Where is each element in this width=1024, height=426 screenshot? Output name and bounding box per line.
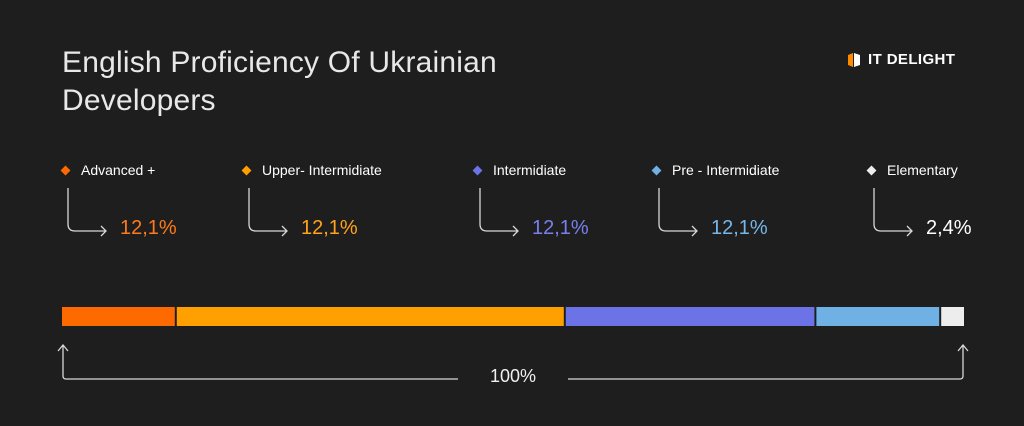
category-header: Intermidiate (472, 160, 654, 180)
category-label: Intermidiate (493, 162, 567, 178)
total-bracket (57, 343, 969, 380)
bar-segment-advanced-plus (62, 307, 175, 326)
category-label: Pre - Intermidiate (672, 162, 780, 178)
total-label: 100% (489, 366, 537, 386)
elbow-arrow-icon (479, 188, 519, 237)
category-label: Upper- Intermidiate (262, 162, 382, 178)
bar-segment-pre-intermediate (816, 307, 940, 326)
category-value: 12,1% (120, 217, 177, 239)
category-value: 12,1% (711, 217, 768, 239)
category-pre-intermediate: Pre - Intermidiate 12,1% (651, 160, 833, 250)
category-header: Elementary (866, 160, 1024, 180)
category-value: 2,4% (926, 217, 972, 239)
bar-segment-upper-intermediate (176, 307, 564, 326)
category-label: Advanced + (81, 162, 156, 178)
category-header: Pre - Intermidiate (651, 160, 833, 180)
category-elementary: Elementary 2,4% (866, 160, 1024, 250)
category-label: Elementary (887, 162, 958, 178)
bar-segment-elementary (941, 307, 964, 326)
elbow-arrow-icon (67, 188, 107, 237)
category-header: Upper- Intermidiate (241, 160, 423, 180)
brand-logo: IT DELIGHT (848, 51, 955, 68)
elbow-arrow-icon (658, 188, 698, 237)
category-advanced-plus: Advanced + 12,1% (60, 160, 242, 250)
category-header: Advanced + (60, 160, 242, 180)
category-value: 12,1% (532, 217, 589, 239)
elbow-arrow-icon (248, 188, 288, 237)
bar-segment-intermediate (565, 307, 815, 326)
category-value: 12,1% (301, 217, 358, 239)
brand-name: IT DELIGHT (868, 51, 956, 68)
chart-title: English Proficiency Of Ukrainian Develop… (62, 46, 497, 117)
it-delight-logo-icon (848, 52, 860, 67)
category-intermediate: Intermidiate 12,1% (472, 160, 654, 250)
category-upper-intermediate: Upper- Intermidiate 12,1% (241, 160, 423, 250)
elbow-arrow-icon (873, 188, 913, 237)
